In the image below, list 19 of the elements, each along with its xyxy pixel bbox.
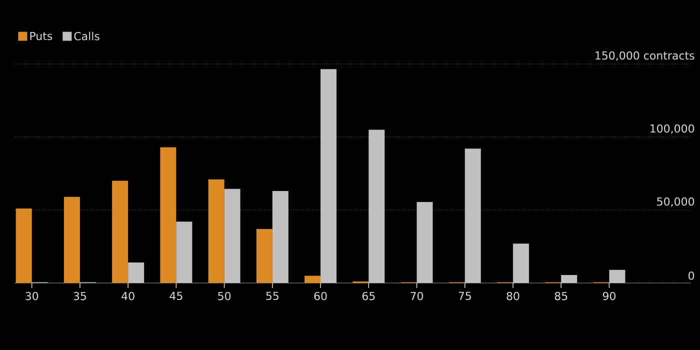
y-tick-label: 0	[688, 271, 694, 280]
x-tick-label: 60	[314, 292, 327, 300]
x-tick-label: 85	[554, 292, 568, 300]
x-tick-label: 35	[74, 292, 86, 300]
y-tick-label: 50,000	[657, 197, 694, 207]
x-tick-label: 50	[218, 292, 231, 300]
legend-label: Puts	[30, 32, 52, 40]
legend-label: Calls	[74, 32, 100, 40]
y-tick-label: 150,000 contracts	[596, 51, 694, 61]
x-tick-label: 75	[458, 292, 471, 300]
x-tick-label: 90	[602, 292, 616, 300]
x-tick-label: 55	[266, 292, 278, 300]
y-tick-label: 100,000	[650, 124, 694, 134]
x-tick-label: 70	[410, 292, 424, 300]
x-tick-label: 30	[26, 292, 38, 300]
x-tick-label: 65	[362, 292, 375, 300]
x-tick-label: 45	[170, 292, 182, 300]
x-tick-label: 40	[122, 292, 134, 300]
x-tick-label: 80	[506, 292, 520, 300]
